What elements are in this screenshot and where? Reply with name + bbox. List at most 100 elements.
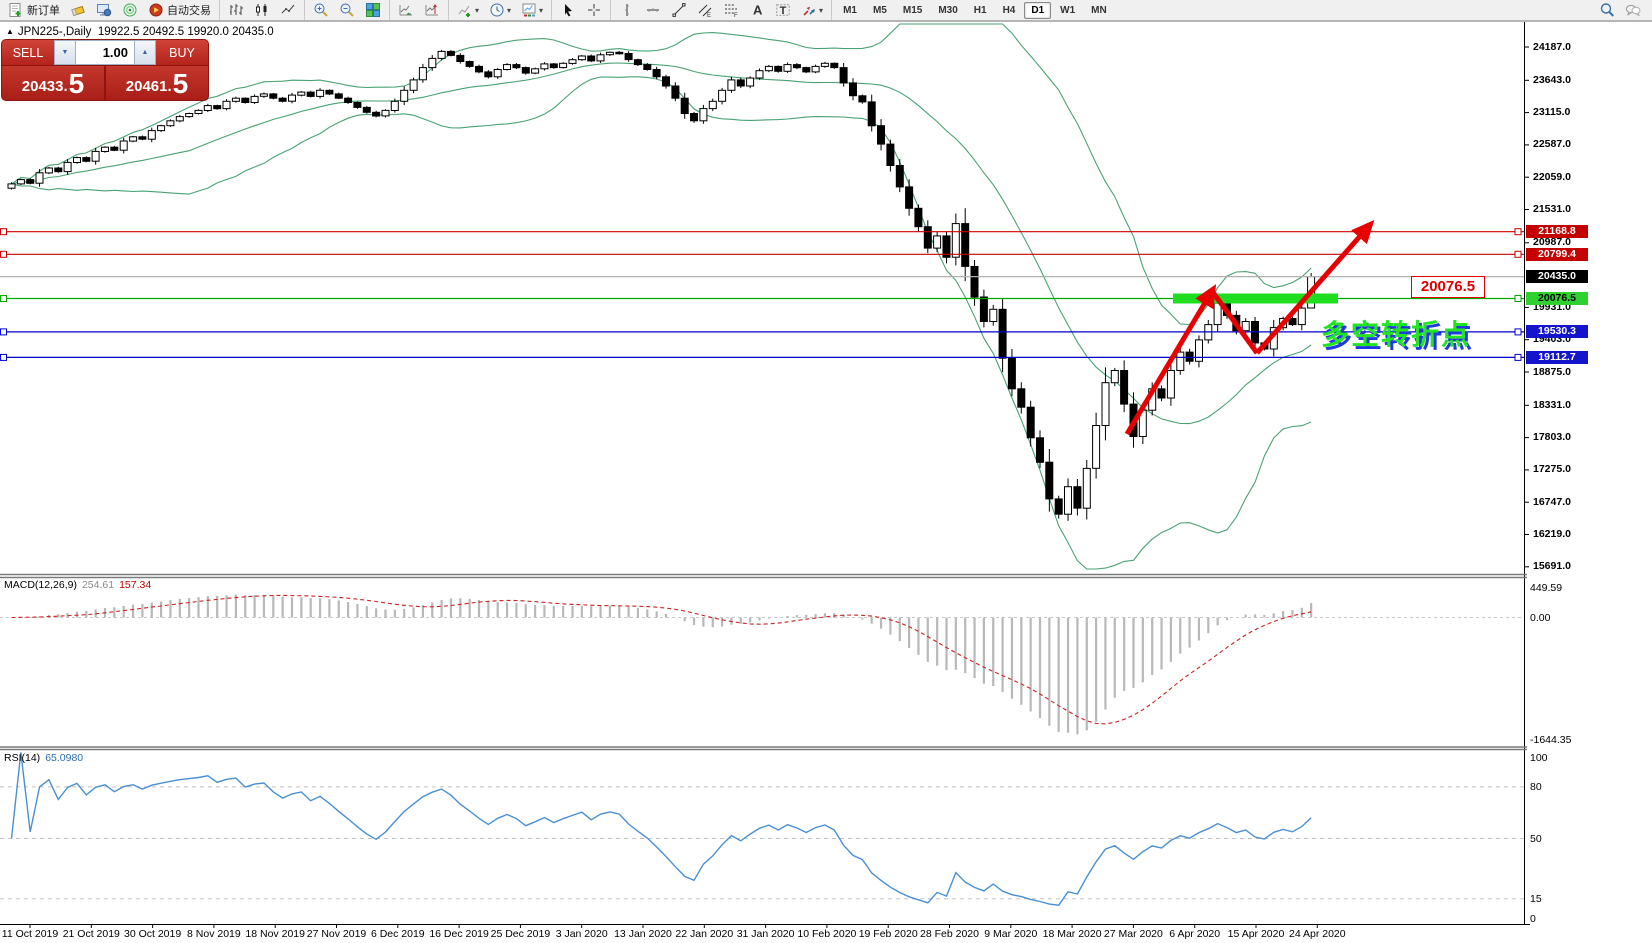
metaeditor-button[interactable] — [66, 0, 90, 20]
volume-increase-button[interactable]: ▲ — [134, 40, 156, 65]
volume-decrease-button[interactable]: ▼ — [54, 40, 76, 65]
date-axis-label[interactable]: 18 Mar 2020 — [1042, 928, 1102, 940]
fibonacci-icon: F — [725, 4, 738, 18]
date-axis-label[interactable]: 16 Dec 2019 — [429, 928, 489, 940]
resistance-zone-bar[interactable] — [1173, 293, 1338, 304]
text-label-button[interactable]: T — [771, 0, 795, 20]
rsi-axis-label[interactable]: 0 — [1530, 913, 1536, 925]
timeframe-h1-button[interactable]: H1 — [973, 4, 987, 16]
date-axis-label[interactable]: 25 Dec 2019 — [490, 928, 551, 940]
price-axis-tick[interactable]: 22587.0 — [1533, 138, 1571, 151]
date-axis-label[interactable]: 10 Feb 2020 — [797, 928, 857, 940]
price-level-label[interactable]: 20076.5 — [1411, 276, 1485, 298]
tile-windows-button[interactable] — [361, 0, 385, 20]
date-axis-label[interactable]: 28 Feb 2020 — [920, 928, 979, 940]
date-axis-label[interactable]: 3 Jan 2020 — [555, 928, 608, 940]
price-axis-tick[interactable]: 16747.0 — [1533, 495, 1571, 508]
fibonacci-button[interactable]: F — [719, 0, 743, 20]
trendline-button[interactable] — [667, 0, 691, 20]
sell-price[interactable]: 20433. 5 — [2, 66, 106, 100]
buy-price[interactable]: 20461. 5 — [106, 66, 208, 100]
timeframe-m5-button[interactable]: M5 — [872, 4, 887, 16]
zoom-out-button[interactable] — [335, 0, 359, 20]
periods-button[interactable]: ▾ — [485, 0, 515, 20]
date-axis-label[interactable]: 27 Nov 2019 — [306, 928, 367, 940]
date-axis-label[interactable]: 13 Jan 2020 — [614, 928, 672, 940]
date-axis-label[interactable]: 22 Jan 2020 — [675, 928, 734, 940]
price-axis-tick[interactable]: 22059.0 — [1533, 170, 1571, 183]
rsi-axis-label[interactable]: 15 — [1530, 892, 1542, 905]
indicators-button[interactable]: ▾ — [453, 0, 483, 20]
price-axis-tick[interactable]: 17275.0 — [1533, 463, 1571, 476]
trend-arrow-3[interactable] — [1255, 219, 1375, 355]
price-axis-tick[interactable]: 23115.0 — [1533, 106, 1571, 119]
price-axis-tick[interactable]: 18331.0 — [1533, 398, 1571, 411]
chart-shift-button[interactable] — [420, 0, 444, 20]
trendline-icon — [672, 3, 686, 17]
templates-button[interactable]: ▾ — [517, 0, 547, 20]
line-chart-button[interactable] — [276, 0, 300, 20]
price-axis-tick[interactable]: 18875.0 — [1533, 365, 1571, 378]
vertical-line-button[interactable] — [615, 0, 639, 20]
price-axis-tick[interactable]: 20987.0 — [1533, 236, 1571, 249]
turning-point-annotation[interactable]: 多空转折点 — [1321, 319, 1472, 350]
autotrading-button[interactable]: 自动交易 — [144, 0, 215, 20]
rsi-axis-label[interactable]: 80 — [1530, 780, 1542, 793]
price-axis-tick[interactable]: 15691.0 — [1533, 560, 1571, 573]
signals-button[interactable] — [118, 0, 142, 20]
date-axis-label[interactable]: 15 Apr 2020 — [1227, 928, 1285, 940]
volume-input[interactable]: 1.00 — [76, 40, 134, 65]
virtual-hosting-button[interactable] — [92, 0, 116, 20]
price-axis-tick[interactable]: 23643.0 — [1533, 73, 1571, 86]
macd-axis-label[interactable]: -1644.35 — [1530, 734, 1572, 746]
date-axis-label[interactable]: 8 Nov 2019 — [187, 928, 241, 940]
timeframe-h4-button[interactable]: H4 — [1002, 4, 1016, 16]
timeframe-mn-button[interactable]: MN — [1091, 4, 1107, 16]
macd-axis-label[interactable]: 0.00 — [1530, 611, 1551, 624]
chart-shift-icon — [425, 4, 438, 16]
macd-axis-label[interactable]: 449.59 — [1530, 582, 1563, 594]
date-axis-label[interactable]: 21 Oct 2019 — [62, 928, 120, 940]
price-axis-tick[interactable]: 16219.0 — [1533, 528, 1571, 540]
date-axis-label[interactable]: 6 Apr 2020 — [1169, 928, 1221, 940]
timeframe-m30-button[interactable]: M30 — [938, 4, 958, 16]
date-axis-label[interactable]: 6 Dec 2019 — [370, 928, 425, 940]
rsi-axis-label[interactable]: 100 — [1530, 752, 1548, 764]
rsi-axis-label[interactable]: 50 — [1530, 832, 1542, 845]
date-axis-label[interactable]: 19 Feb 2020 — [858, 928, 918, 940]
candlestick-chart-button[interactable] — [250, 0, 274, 20]
timeframe-m1-button[interactable]: M1 — [843, 4, 857, 16]
bar-chart-button[interactable] — [224, 0, 248, 20]
arrows-button[interactable]: ▾ — [797, 0, 827, 20]
price-axis-tick[interactable]: 21531.0 — [1533, 203, 1571, 215]
timeframe-d1-button[interactable]: D1 — [1024, 1, 1052, 19]
timeframe-m15-button[interactable]: M15 — [902, 4, 923, 16]
zoom-in-button[interactable] — [309, 0, 333, 20]
horizontal-line-button[interactable] — [641, 0, 665, 20]
timeframe-w1-button[interactable]: W1 — [1060, 4, 1076, 16]
chat-button[interactable] — [1621, 0, 1645, 20]
search-button[interactable] — [1595, 0, 1619, 20]
date-axis-label[interactable]: 24 Apr 2020 — [1288, 928, 1346, 940]
auto-scroll-button[interactable] — [394, 0, 418, 20]
equidistant-channel-button[interactable]: E — [693, 0, 717, 20]
date-axis-label[interactable]: 9 Mar 2020 — [984, 928, 1038, 940]
trend-arrow-2[interactable] — [1209, 289, 1260, 355]
date-axis-label[interactable]: 11 Oct 2019 — [1, 928, 59, 940]
date-axis-label[interactable]: 27 Mar 2020 — [1103, 928, 1163, 940]
sell-button[interactable]: SELL — [2, 40, 54, 65]
date-axis-label[interactable]: 30 Oct 2019 — [123, 928, 182, 940]
date-axis-label[interactable]: 18 Nov 2019 — [245, 928, 305, 940]
date-axis-label[interactable]: 31 Jan 2020 — [736, 928, 795, 940]
chart-title: ▲ JPN225-,Daily 19922.5 20492.5 19920.0 2… — [6, 26, 274, 38]
cursor-button[interactable] — [556, 0, 580, 20]
crosshair-button[interactable] — [582, 0, 606, 20]
price-badge-19530.3: 19530.3 — [1526, 325, 1588, 339]
price-axis-tick[interactable]: 24187.0 — [1533, 40, 1571, 53]
text-button[interactable]: A — [745, 0, 769, 20]
buy-button[interactable]: BUY — [156, 40, 208, 65]
new-order-button[interactable]: 新订单 — [4, 0, 64, 20]
price-axis-tick[interactable]: 17803.0 — [1533, 431, 1571, 444]
trend-arrow-1[interactable] — [1124, 284, 1217, 436]
